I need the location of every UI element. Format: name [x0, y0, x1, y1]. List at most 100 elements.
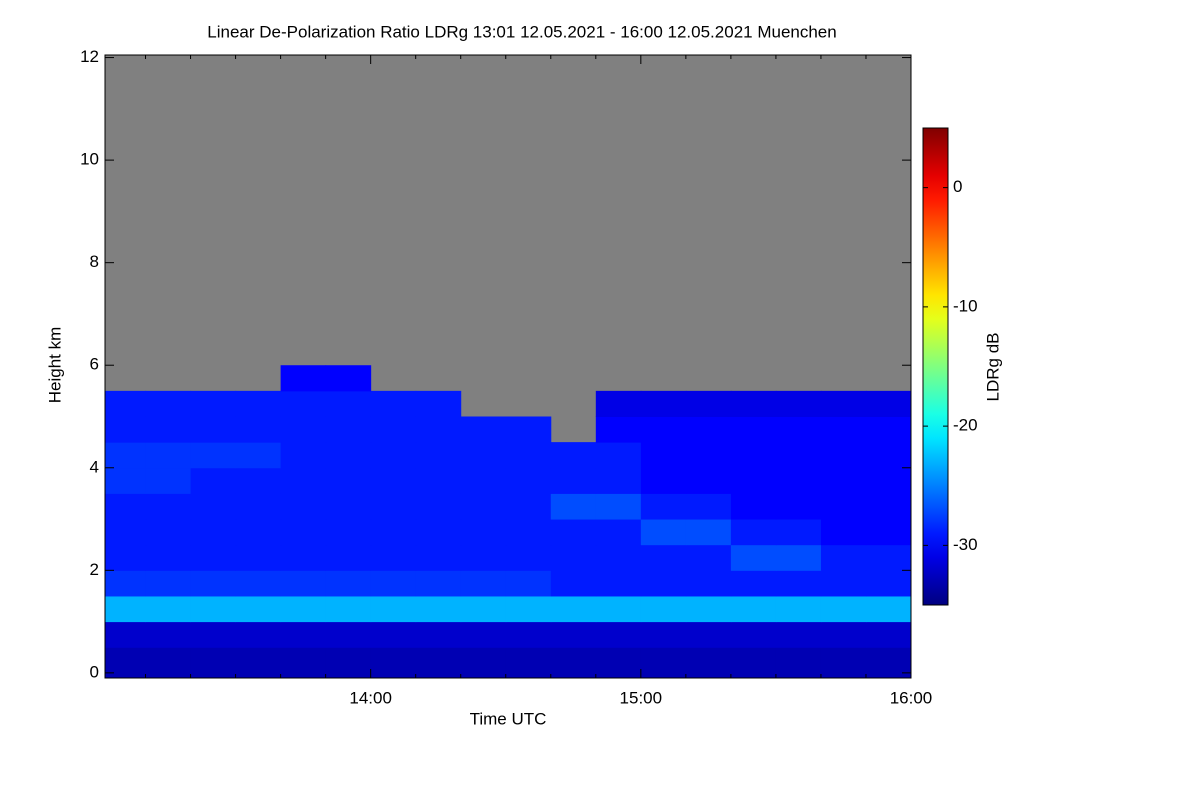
heatmap-cell	[145, 570, 192, 597]
x-tick-label: 16:00	[890, 688, 933, 707]
heatmap-cell	[190, 416, 237, 443]
heatmap-cell	[820, 621, 867, 648]
heatmap-cell	[280, 467, 327, 494]
y-tick-label: 12	[80, 47, 99, 66]
heatmap-cell	[145, 544, 192, 571]
heatmap-cell	[105, 595, 147, 623]
heatmap-cell	[730, 493, 777, 520]
heatmap-cell	[505, 416, 552, 443]
heatmap-cell	[820, 416, 867, 443]
heatmap-cell	[105, 467, 147, 494]
heatmap-cell	[235, 595, 282, 623]
heatmap-cell	[685, 647, 732, 679]
heatmap-cell	[325, 570, 372, 597]
heatmap-cell	[415, 621, 462, 648]
heatmap-cell	[325, 519, 372, 546]
colorbar-tick-label: -20	[953, 416, 978, 435]
heatmap-cell	[370, 647, 417, 679]
heatmap-cell	[415, 544, 462, 571]
heatmap-cell	[415, 647, 462, 679]
heatmap-cell	[190, 493, 237, 520]
heatmap-cell	[235, 493, 282, 520]
heatmap-cell	[370, 519, 417, 546]
heatmap-cell	[820, 544, 867, 571]
heatmap-cell	[105, 647, 147, 679]
heatmap-cell	[640, 493, 687, 520]
heatmap-cell	[595, 493, 642, 520]
heatmap-cell	[105, 416, 147, 443]
heatmap-cell	[685, 467, 732, 494]
heatmap-cell	[145, 519, 192, 546]
heatmap-cell	[190, 519, 237, 546]
y-tick-label: 2	[90, 560, 99, 579]
heatmap-cell	[460, 442, 507, 469]
y-axis-label: Height km	[45, 327, 64, 404]
heatmap-cell	[595, 570, 642, 597]
heatmap-cell	[280, 595, 327, 623]
heatmap-cell	[370, 621, 417, 648]
heatmap-cell	[370, 570, 417, 597]
heatmap-cell	[460, 570, 507, 597]
heatmap-cell	[145, 390, 192, 417]
heatmap-cell	[865, 467, 912, 494]
heatmap-cell	[640, 467, 687, 494]
y-tick-label: 4	[90, 457, 99, 476]
colorbar-tick-label: -30	[953, 535, 978, 554]
heatmap-cell	[730, 621, 777, 648]
heatmap-cell	[685, 493, 732, 520]
heatmap-cell	[640, 390, 687, 417]
heatmap-cell	[370, 390, 417, 417]
heatmap-cell	[280, 519, 327, 546]
y-tick-label: 0	[90, 662, 99, 681]
heatmap-cell	[235, 390, 282, 417]
heatmap-cell	[415, 570, 462, 597]
heatmap-cell	[595, 621, 642, 648]
heatmap-cell	[370, 416, 417, 443]
heatmap-cell	[775, 570, 822, 597]
heatmap-cell	[325, 544, 372, 571]
heatmap-cell	[640, 416, 687, 443]
heatmap-cell	[595, 595, 642, 623]
heatmap-cell	[550, 467, 597, 494]
heatmap-cell	[325, 390, 372, 417]
heatmap-cell	[865, 390, 912, 417]
heatmap-cell	[730, 519, 777, 546]
heatmap-cell	[550, 493, 597, 520]
heatmap-cell	[595, 416, 642, 443]
heatmap-cell	[775, 647, 822, 679]
heatmap-cell	[505, 621, 552, 648]
heatmap-cell	[145, 621, 192, 648]
heatmap-cell	[235, 416, 282, 443]
x-tick-label: 14:00	[349, 688, 392, 707]
heatmap-cell	[865, 493, 912, 520]
heatmap-cell	[550, 544, 597, 571]
heatmap-cell	[460, 493, 507, 520]
heatmap-cell	[775, 544, 822, 571]
heatmap-cell	[505, 442, 552, 469]
heatmap-cell	[730, 544, 777, 571]
heatmap-cell	[595, 467, 642, 494]
heatmap-cell	[190, 647, 237, 679]
heatmap-cell	[595, 519, 642, 546]
heatmap-cell	[190, 442, 237, 469]
heatmap-cell	[460, 621, 507, 648]
heatmap-cell	[640, 647, 687, 679]
heatmap-cell	[235, 442, 282, 469]
heatmap-cell	[280, 365, 327, 392]
x-tick-label: 15:00	[620, 688, 663, 707]
heatmap-cell	[820, 467, 867, 494]
heatmap-cell	[145, 493, 192, 520]
heatmap-cell	[415, 416, 462, 443]
heatmap-cell	[505, 595, 552, 623]
heatmap-cell	[145, 442, 192, 469]
heatmap-cell	[595, 442, 642, 469]
heatmap-cell	[820, 442, 867, 469]
heatmap-cell	[190, 570, 237, 597]
heatmap-cell	[865, 647, 912, 679]
heatmap-cell	[685, 390, 732, 417]
heatmap-cell	[865, 595, 912, 623]
heatmap-cell	[105, 442, 147, 469]
heatmap-cell	[235, 544, 282, 571]
heatmap-cell	[460, 467, 507, 494]
colorbar-tick-label: -10	[953, 296, 978, 315]
